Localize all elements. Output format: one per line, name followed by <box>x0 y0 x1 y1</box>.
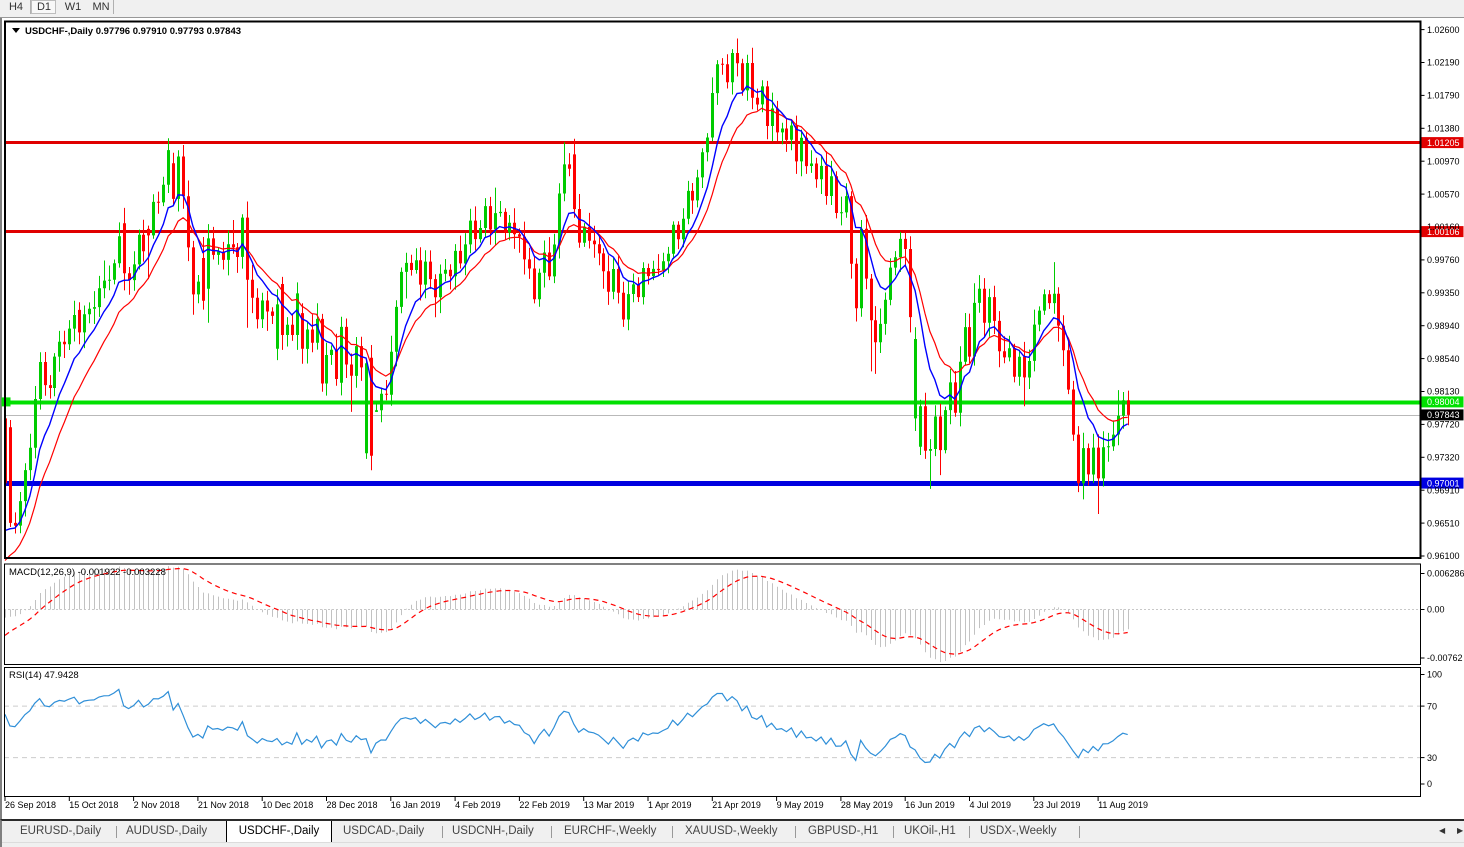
svg-text:21 Nov 2018: 21 Nov 2018 <box>198 800 249 810</box>
svg-text:-0.00762: -0.00762 <box>1427 653 1463 663</box>
svg-text:4 Feb 2019: 4 Feb 2019 <box>455 800 501 810</box>
svg-text:USDCHF-,Daily 0.97796 0.97910: USDCHF-,Daily 0.97796 0.97910 0.97793 0.… <box>25 26 241 37</box>
svg-text:0.98940: 0.98940 <box>1427 321 1460 331</box>
svg-text:70: 70 <box>1427 701 1437 711</box>
svg-text:0.99760: 0.99760 <box>1427 255 1460 265</box>
svg-text:MACD(12,26,9) -0.001922 -0.003: MACD(12,26,9) -0.001922 -0.003228 <box>9 567 166 578</box>
svg-text:0.006286: 0.006286 <box>1427 569 1464 579</box>
svg-text:1.00106: 1.00106 <box>1427 227 1460 237</box>
svg-text:0.96510: 0.96510 <box>1427 518 1460 528</box>
svg-text:28 Dec 2018: 28 Dec 2018 <box>327 800 378 810</box>
svg-text:0.98130: 0.98130 <box>1427 387 1460 397</box>
svg-text:0.99350: 0.99350 <box>1427 288 1460 298</box>
svg-text:26 Sep 2018: 26 Sep 2018 <box>5 800 56 810</box>
svg-text:15 Oct 2018: 15 Oct 2018 <box>69 800 118 810</box>
svg-text:0.97843: 0.97843 <box>1427 410 1460 420</box>
svg-text:RSI(14) 47.9428: RSI(14) 47.9428 <box>9 670 79 681</box>
svg-text:30: 30 <box>1427 753 1437 763</box>
svg-text:0.97320: 0.97320 <box>1427 453 1460 463</box>
svg-text:100: 100 <box>1427 670 1442 680</box>
svg-text:0.00: 0.00 <box>1427 605 1445 615</box>
svg-text:1.00570: 1.00570 <box>1427 189 1460 199</box>
svg-text:0.97720: 0.97720 <box>1427 420 1460 430</box>
svg-text:22 Feb 2019: 22 Feb 2019 <box>519 800 570 810</box>
svg-text:28 May 2019: 28 May 2019 <box>841 800 893 810</box>
svg-text:0.96910: 0.96910 <box>1427 485 1460 495</box>
svg-text:4 Jul 2019: 4 Jul 2019 <box>970 800 1012 810</box>
svg-text:0.98540: 0.98540 <box>1427 354 1460 364</box>
svg-text:0: 0 <box>1427 779 1432 789</box>
svg-text:0.97001: 0.97001 <box>1427 478 1460 488</box>
svg-text:23 Jul 2019: 23 Jul 2019 <box>1034 800 1081 810</box>
svg-text:21 Apr 2019: 21 Apr 2019 <box>712 800 761 810</box>
svg-text:13 Mar 2019: 13 Mar 2019 <box>584 800 635 810</box>
svg-text:1.02190: 1.02190 <box>1427 58 1460 68</box>
svg-text:1.01205: 1.01205 <box>1427 138 1460 148</box>
svg-text:2 Nov 2018: 2 Nov 2018 <box>134 800 180 810</box>
svg-text:10 Dec 2018: 10 Dec 2018 <box>262 800 313 810</box>
svg-text:1.00160: 1.00160 <box>1427 222 1460 232</box>
svg-text:1.02600: 1.02600 <box>1427 25 1460 35</box>
svg-text:16 Jan 2019: 16 Jan 2019 <box>391 800 441 810</box>
svg-text:1.01790: 1.01790 <box>1427 91 1460 101</box>
svg-text:11 Aug 2019: 11 Aug 2019 <box>1098 800 1148 810</box>
svg-text:16 Jun 2019: 16 Jun 2019 <box>905 800 955 810</box>
svg-text:1.00970: 1.00970 <box>1427 156 1460 166</box>
svg-text:9 May 2019: 9 May 2019 <box>777 800 824 810</box>
svg-text:1.01380: 1.01380 <box>1427 124 1460 134</box>
svg-text:0.98004: 0.98004 <box>1427 397 1460 407</box>
svg-text:0.96100: 0.96100 <box>1427 551 1460 561</box>
svg-text:1 Apr 2019: 1 Apr 2019 <box>648 800 692 810</box>
